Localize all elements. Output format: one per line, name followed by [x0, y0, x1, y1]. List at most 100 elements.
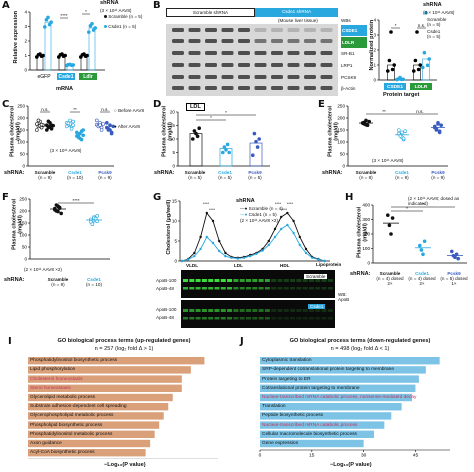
a-cat-label: Ldlr: [83, 74, 92, 80]
g-blot-band-48: [227, 287, 233, 290]
panel-c-shrna-label: shRNA:: [4, 170, 25, 176]
b-blot-band: [254, 28, 267, 32]
b-point: [411, 69, 416, 73]
b-blot-band: [254, 75, 267, 79]
e-point: [403, 129, 407, 134]
g-blot-band-100: [189, 309, 195, 312]
b-blot-band: [304, 28, 316, 32]
panel-d-box: LDL: [186, 103, 205, 112]
d-y-tick-label: 0: [172, 164, 175, 169]
b-blot-band: [320, 86, 333, 90]
e-sig-label: n.s.: [416, 109, 423, 114]
c-point: [39, 122, 44, 127]
b-blot-band: [271, 28, 283, 32]
c-point: [34, 128, 39, 132]
panel-label-a: A: [2, 0, 10, 11]
g-point: [236, 257, 239, 260]
c-sig-label: n.s.: [101, 107, 108, 112]
h-point: [421, 252, 425, 257]
panel-h-cat-0: Scramble (n = 4) dosed 2×: [376, 271, 404, 287]
g-blot-band-48: [271, 287, 277, 290]
g-blot-band-48: [283, 287, 289, 290]
panel-g-legend-csde1: —● Csde1 (n = 5): [240, 212, 277, 217]
h-y-tick-label: 100: [362, 246, 370, 251]
g-blot-band-48: [264, 287, 270, 290]
b-blot-band: [320, 63, 333, 67]
g-sig-label: ****: [287, 201, 294, 206]
g-point: [273, 235, 277, 239]
j-bar: [260, 421, 385, 429]
g-sig-label: ****: [209, 207, 216, 212]
b-blot-band: [238, 86, 250, 90]
b-blot-band: [205, 51, 217, 55]
i-term-label: Sterol homeostasis: [30, 385, 71, 391]
b-point: [425, 63, 430, 68]
g-blot-band-100: [246, 279, 251, 282]
c-y-tick-label: 50: [20, 152, 26, 157]
b-blot-band: [221, 63, 234, 67]
panel-label-j: J: [240, 336, 244, 347]
g-blot-band-100: [201, 309, 207, 312]
g-point: [205, 235, 208, 239]
g-blot-band-48: [246, 317, 251, 320]
c-y-tick-label: 150: [17, 128, 25, 133]
panel-i-xlabel: −Log₁₀(P value): [104, 462, 146, 468]
h-point: [450, 249, 454, 254]
g-point: [255, 252, 258, 255]
g-blot-band-48: [233, 317, 239, 320]
g-y-tick-label: 10: [172, 219, 178, 224]
i-bar: [28, 384, 182, 392]
e-point: [400, 130, 404, 135]
g-point: [304, 251, 308, 255]
b-blot-band: [254, 51, 267, 55]
b-blot-band: [271, 39, 283, 43]
d-point: [194, 131, 198, 136]
b-y-tick-label: 4: [373, 18, 376, 23]
g-blot-band-100: [208, 279, 214, 282]
d-point: [251, 153, 255, 158]
f-point: [54, 203, 59, 207]
c-point: [44, 128, 49, 132]
g-blot-band-48: [252, 287, 258, 290]
h-point: [453, 255, 457, 259]
g-blot-band-100: [214, 279, 220, 282]
g-blot-band-100: [283, 309, 289, 312]
e-sig-label: **: [382, 109, 386, 114]
c-point: [65, 124, 69, 129]
i-bar: [28, 421, 160, 429]
blot-label-2: ApoB-48: [156, 286, 174, 291]
panel-label-d: D: [153, 99, 162, 110]
h-point: [390, 216, 395, 220]
panel-a-ylabel: Relative expression: [12, 10, 19, 64]
g-point: [323, 259, 326, 263]
i-term-label: Glycerolipid metabolic process: [30, 395, 96, 400]
g-point: [280, 215, 283, 219]
panel-a-xlabel: mRNA: [56, 86, 74, 92]
e-point: [401, 136, 406, 141]
panel-f-shrna-label: shRNA:: [4, 277, 25, 283]
panel-g-xlabel: Lipoprotein: [316, 262, 342, 267]
g-blot-band-100: [227, 279, 233, 282]
g-blot-band-48: [302, 287, 308, 290]
fraction-ldl: LDL: [234, 263, 243, 268]
panel-b-dose: (3 × 10¹¹ AAV8): [423, 10, 455, 15]
g-y-tick-label: 15: [172, 199, 178, 204]
panel-b-header-scramble: Scramble shRNA: [166, 8, 255, 17]
j-term-label: Gene expression: [262, 441, 299, 446]
b-point: [387, 58, 392, 63]
panel-b-legend-title: shRNA: [423, 2, 442, 8]
b-blot-band: [238, 63, 250, 67]
f-point: [59, 211, 64, 216]
j-bar: [260, 403, 402, 411]
a-point: [42, 25, 47, 29]
g-point: [242, 256, 246, 259]
g-blot-band-48: [277, 317, 283, 320]
a-y-tick-label: 3: [24, 24, 27, 29]
b-blot-band: [238, 28, 250, 32]
b-y-tick-label: 1: [373, 63, 376, 68]
f-y-tick-label: 200: [19, 209, 27, 214]
e-point: [364, 122, 368, 127]
g-blot-band-48: [189, 317, 195, 320]
h-y-tick-label: 400: [362, 203, 370, 208]
g-point: [280, 227, 283, 231]
